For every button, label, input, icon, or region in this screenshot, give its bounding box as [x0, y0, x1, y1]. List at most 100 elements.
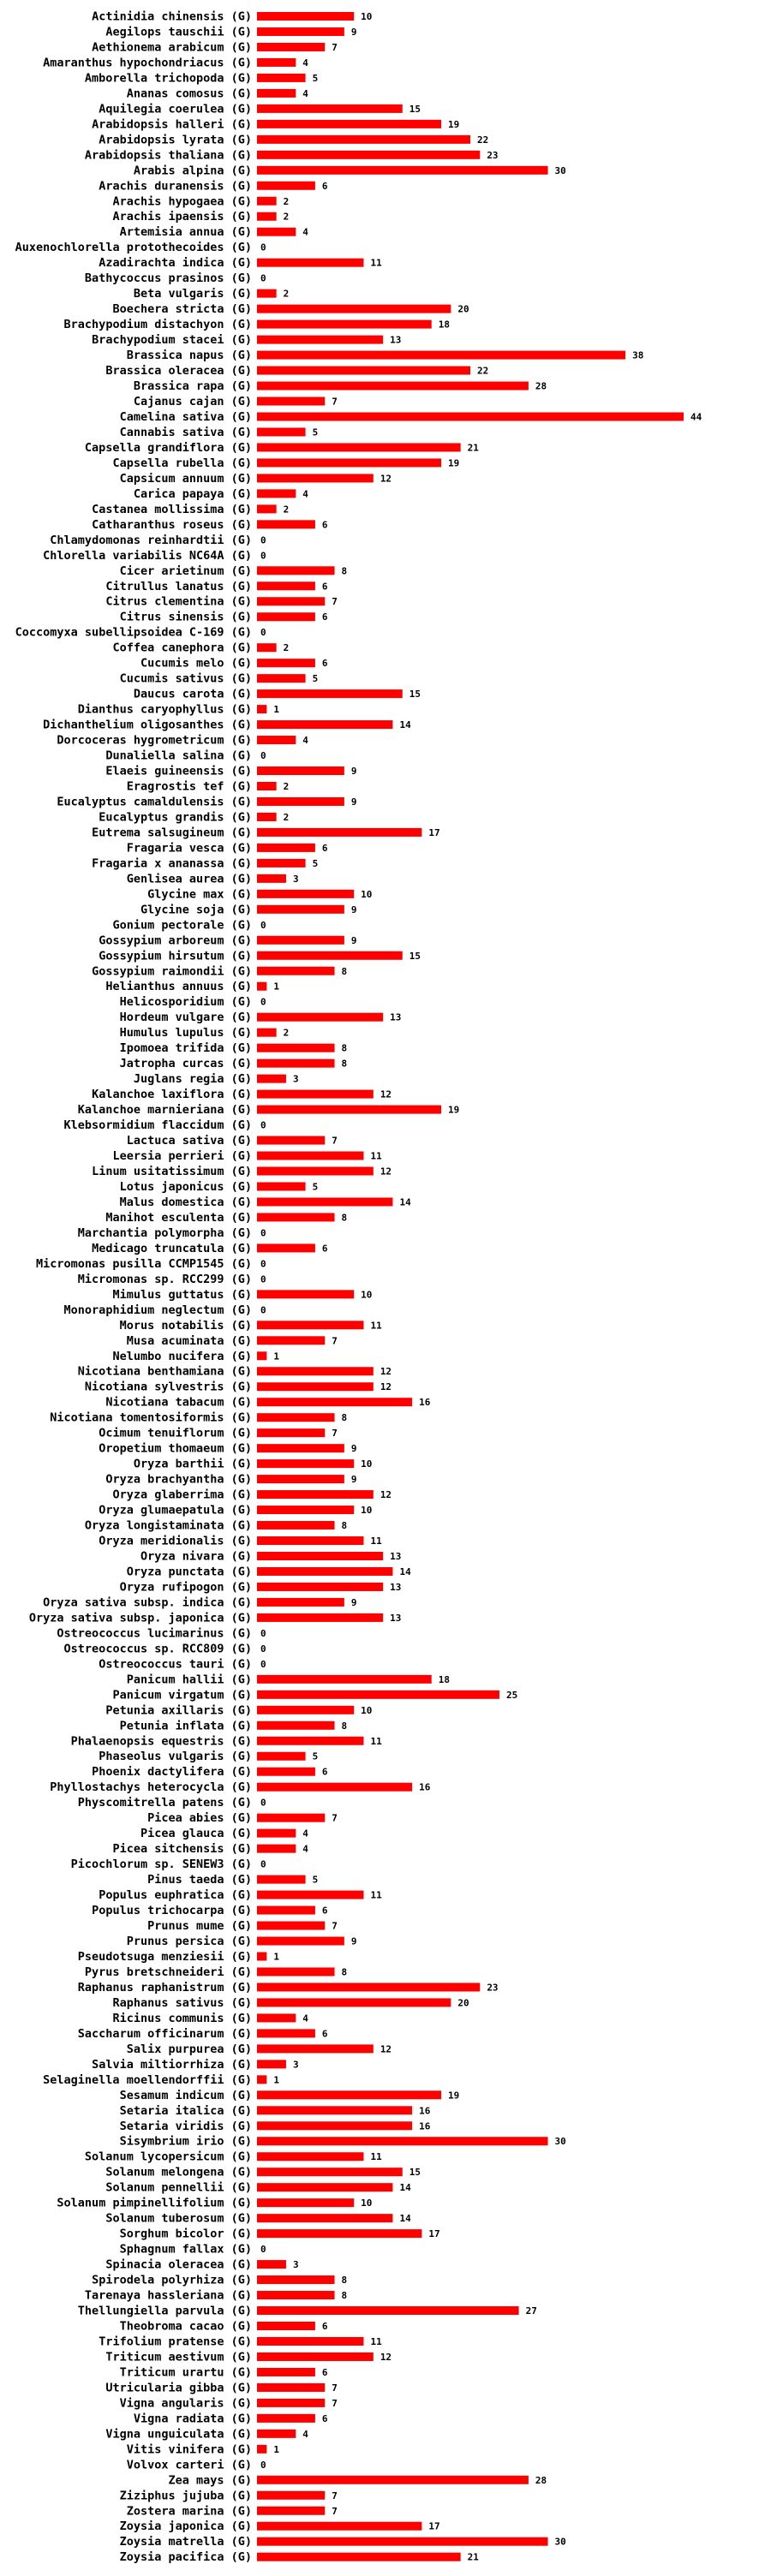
bar [257, 2521, 422, 2531]
bar [257, 1151, 364, 1160]
category-label: Phalaenopsis equestris (G) [71, 1734, 252, 1748]
category-label: Micromonas pusilla CCMP1545 (G) [36, 1257, 252, 1271]
bar [257, 2382, 326, 2392]
bar [257, 1690, 499, 1699]
category-label: Boechera stricta (G) [112, 302, 252, 316]
category-label: Beta vulgaris (G) [134, 287, 252, 301]
category-label: Auxenochlorella protothecoides (G) [15, 241, 252, 254]
value-label: 11 [371, 1535, 383, 1547]
category-label: Trifolium pratense (G) [99, 2334, 252, 2348]
category-label: Phyllostachys heterocycla (G) [50, 1780, 252, 1794]
bar [257, 1875, 306, 1884]
bar [257, 1613, 384, 1622]
category-label: Cajanus cajan (G) [134, 395, 252, 408]
bar [257, 1490, 374, 1500]
bar [257, 319, 432, 329]
bar [257, 2413, 315, 2423]
category-label: Glycine soja (G) [140, 903, 252, 916]
category-label: Morus notabilis (G) [120, 1319, 252, 1333]
value-label: 4 [302, 1828, 308, 1840]
value-label: 10 [361, 11, 372, 22]
category-label: Oryza glumaepatula (G) [99, 1504, 252, 1518]
value-label: 6 [322, 2413, 328, 2424]
category-label: Petunia inflata (G) [120, 1719, 252, 1732]
category-label: Physcomitrella patens (G) [78, 1796, 252, 1810]
value-label: 11 [371, 1736, 383, 1747]
category-label: Brassica oleracea (G) [105, 364, 252, 378]
value-label: 13 [390, 1582, 401, 1593]
value-label: 0 [260, 534, 266, 546]
category-label: Setaria italica (G) [120, 2104, 252, 2118]
category-label: Monoraphidium neglectum (G) [64, 1303, 252, 1317]
bar [257, 2106, 413, 2115]
category-label: Ocimum tenuiflorum (G) [99, 1427, 252, 1440]
value-label: 5 [313, 1181, 319, 1192]
bar [257, 1459, 355, 1469]
category-label: Helianthus annuus (G) [105, 980, 252, 993]
category-label: Salix purpurea (G) [127, 2042, 252, 2056]
value-label: 0 [260, 750, 266, 761]
bar [257, 443, 461, 452]
value-label: 30 [555, 2136, 566, 2147]
category-label: Selaginella moellendorffii (G) [43, 2073, 252, 2087]
bar [257, 350, 626, 360]
value-label: 0 [260, 242, 266, 253]
category-label: Populus euphratica (G) [99, 1888, 252, 1902]
category-label: Marchantia polymorpha (G) [78, 1226, 252, 1240]
value-label: 8 [342, 2290, 348, 2301]
category-label: Citrus clementina (G) [105, 595, 252, 609]
bar [257, 2322, 315, 2330]
value-label: 12 [380, 2043, 391, 2054]
value-label: 9 [351, 935, 357, 946]
bar [257, 2306, 519, 2316]
category-label: Brassica napus (G) [127, 349, 252, 362]
category-label: Genlisea aurea (G) [127, 872, 252, 886]
bar [257, 57, 296, 67]
category-label: Sphagnum fallax (G) [120, 2243, 252, 2257]
category-label: Capsella grandiflora (G) [85, 441, 252, 455]
category-label: Glycine max (G) [147, 887, 252, 901]
value-label: 1 [273, 1351, 279, 1362]
category-label: Kalanchoe laxiflora (G) [92, 1088, 252, 1101]
category-label: Pseudotsuga menziesii (G) [78, 1950, 252, 1964]
bar [257, 504, 277, 514]
bar [257, 1705, 355, 1714]
category-label: Azadirachta indica (G) [99, 256, 252, 270]
bar [257, 766, 344, 776]
value-label: 7 [332, 596, 338, 607]
category-label: Klebsormidium flaccidum (G) [64, 1118, 252, 1132]
category-label: Chlamydomonas reinhardtii (G) [50, 534, 252, 547]
category-label: Carica papaya (G) [134, 487, 252, 501]
category-label: Eucalyptus camaldulensis (G) [57, 795, 252, 808]
value-label: 3 [293, 2259, 299, 2270]
category-label: Hordeum vulgare (G) [120, 1011, 252, 1024]
category-label: Ipomoea trifida (G) [120, 1041, 252, 1055]
bar [257, 1213, 335, 1222]
category-label: Picea glauca (G) [140, 1827, 252, 1840]
bar [257, 1012, 384, 1022]
bar [257, 2552, 461, 2561]
value-label: 1 [273, 704, 279, 715]
bar [257, 1905, 315, 1915]
value-label: 2 [284, 196, 290, 207]
bar [257, 827, 422, 837]
bar [257, 2121, 413, 2131]
category-label: Theobroma cacao (G) [120, 2320, 252, 2334]
bar [257, 42, 326, 51]
value-label: 0 [260, 1643, 266, 1655]
category-label: Vigna angularis (G) [120, 2396, 252, 2410]
category-label: Oropetium thomaeum (G) [99, 1442, 252, 1456]
value-label: 6 [322, 1905, 328, 1917]
value-label: 9 [351, 1597, 357, 1608]
bar [257, 181, 315, 190]
value-label: 10 [361, 1705, 372, 1716]
value-label: 4 [302, 488, 308, 499]
category-label: Setaria viridis (G) [120, 2120, 252, 2133]
category-label: Oryza sativa subsp. japonica (G) [29, 1611, 252, 1625]
bar [257, 1967, 335, 1977]
category-label: Arabidopsis thaliana (G) [85, 148, 252, 162]
value-label: 7 [332, 1813, 338, 1824]
category-label: Medicago truncatula (G) [92, 1242, 252, 1255]
value-label: 5 [313, 673, 319, 684]
category-label: Zostera marina (G) [127, 2504, 252, 2518]
